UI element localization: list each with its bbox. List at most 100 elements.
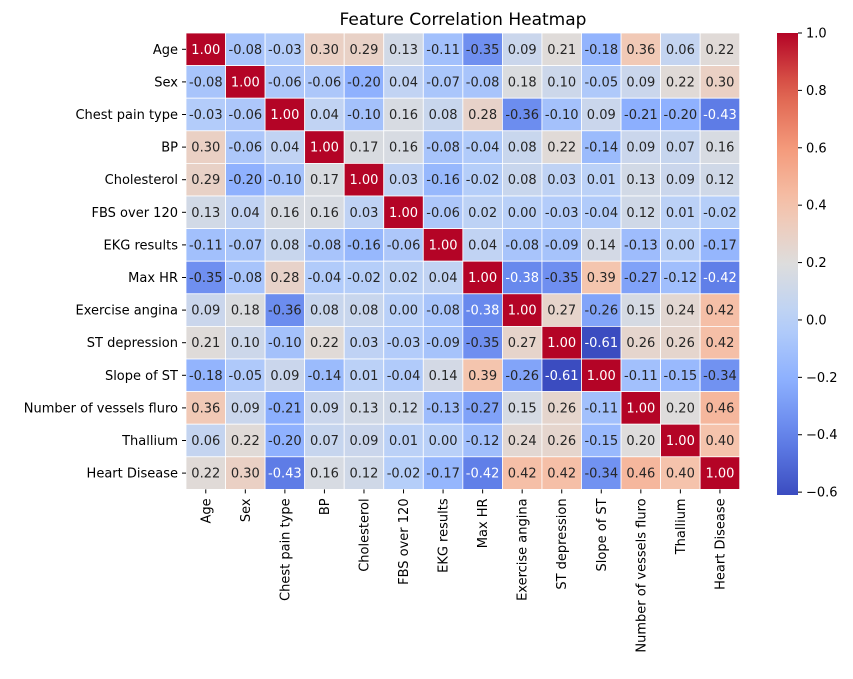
heatmap-value-label: -0.10 (268, 336, 302, 351)
heatmap-value-label: 0.17 (349, 141, 378, 156)
heatmap-cell (541, 423, 582, 458)
heatmap-cell (462, 162, 503, 197)
heatmap-value-label: 0.26 (547, 434, 576, 449)
heatmap-value-label: 0.13 (191, 206, 220, 221)
heatmap-value-label: 0.01 (389, 434, 418, 449)
heatmap-cell (620, 391, 661, 425)
heatmap-value-label: 0.12 (389, 401, 418, 416)
colorbar-tick-label: 0.0 (806, 313, 827, 328)
heatmap-value-label: -0.20 (347, 75, 381, 90)
heatmap-cell (343, 65, 385, 99)
heatmap-value-label: 0.40 (705, 434, 734, 449)
heatmap-value-label: -0.05 (584, 75, 618, 90)
heatmap-cell (660, 130, 701, 164)
heatmap-value-label: 0.00 (429, 434, 458, 449)
heatmap-value-label: -0.04 (308, 271, 342, 286)
heatmap-value-label: -0.08 (426, 141, 460, 156)
y-tick-label: Sex (154, 75, 178, 90)
heatmap-value-label: -0.02 (466, 173, 500, 188)
heatmap-value-label: -0.21 (268, 401, 302, 416)
heatmap-value-label: -0.34 (584, 467, 618, 482)
heatmap-cell (422, 260, 464, 295)
heatmap-cell (699, 358, 741, 392)
heatmap-value-label: 0.09 (626, 141, 655, 156)
heatmap-value-label: -0.17 (426, 467, 460, 482)
heatmap-cell (699, 195, 741, 229)
heatmap-cell (264, 228, 306, 262)
heatmap-value-label: 0.02 (389, 271, 418, 286)
heatmap-value-label: 1.00 (389, 206, 418, 221)
heatmap-cell (620, 260, 661, 295)
heatmap-cell (185, 391, 226, 425)
heatmap-value-label: 1.00 (587, 369, 616, 384)
heatmap-value-label: 0.16 (389, 108, 418, 123)
heatmap-value-label: -0.07 (229, 238, 263, 253)
heatmap-value-label: 0.30 (191, 141, 220, 156)
heatmap-value-label: 0.10 (547, 75, 576, 90)
heatmap-value-label: -0.13 (426, 401, 460, 416)
heatmap-value-label: 0.12 (626, 206, 655, 221)
heatmap-cell (699, 325, 741, 360)
heatmap-value-label: 0.03 (389, 173, 418, 188)
heatmap-value-label: 0.22 (666, 75, 695, 90)
heatmap-cell (699, 293, 741, 327)
y-tick-label: ST depression (87, 336, 178, 351)
heatmap-value-label: 0.30 (231, 467, 260, 482)
heatmap-value-label: 0.00 (666, 238, 695, 253)
x-tick-label: Heart Disease (713, 498, 728, 589)
heatmap-cell (304, 65, 345, 99)
x-tick-label: Cholesterol (357, 498, 372, 571)
heatmap-cell (501, 358, 543, 392)
heatmap-value-label: 0.03 (349, 336, 378, 351)
heatmap-value-label: 0.03 (349, 206, 378, 221)
heatmap-cell (660, 195, 701, 229)
heatmap-cell (581, 228, 622, 262)
heatmap-cell (343, 423, 385, 458)
heatmap-value-label: -0.43 (268, 467, 302, 482)
x-tick-label: Slope of ST (595, 498, 610, 571)
heatmap-value-label: -0.03 (268, 43, 302, 58)
heatmap-cell (699, 130, 741, 164)
heatmap-value-label: 0.06 (666, 43, 695, 58)
heatmap-cell (620, 325, 661, 360)
heatmap-cell (501, 325, 543, 360)
colorbar-tick-label: 0.2 (806, 256, 827, 271)
colorbar-tick-label: 0.4 (806, 199, 827, 214)
heatmap-value-label: 0.22 (705, 43, 734, 58)
heatmap-value-label: -0.06 (387, 238, 421, 253)
colorbar-tick-label: 0.6 (806, 141, 827, 156)
colorbar-tick-label: 1.0 (806, 27, 827, 42)
heatmap-value-label: 0.08 (310, 304, 339, 319)
heatmap-value-label: 0.14 (429, 369, 458, 384)
heatmap-value-label: 0.36 (626, 43, 655, 58)
heatmap-cell (264, 97, 306, 132)
heatmap-value-label: 1.00 (270, 108, 299, 123)
y-axis-tick-labels: Age Sex Chest pain type BP Cholesterol FBS ov… (24, 43, 186, 482)
heatmap-value-label: 1.00 (705, 467, 734, 482)
heatmap-value-label: 0.24 (666, 304, 695, 319)
heatmap-cell (699, 65, 741, 99)
heatmap-value-label: -0.14 (308, 369, 342, 384)
heatmap-value-label: 0.07 (666, 141, 695, 156)
heatmap-value-label: 1.00 (666, 434, 695, 449)
heatmap-value-label: -0.03 (189, 108, 223, 123)
y-tick-label: FBS over 120 (92, 206, 179, 221)
y-tick-label: Heart Disease (87, 467, 178, 482)
heatmap-cell (185, 293, 226, 327)
heatmap-cell (462, 391, 503, 425)
heatmap-value-label: -0.02 (703, 206, 737, 221)
heatmap-value-label: 1.00 (191, 43, 220, 58)
heatmap-value-label: -0.15 (664, 369, 698, 384)
heatmap-value-label: -0.35 (466, 336, 500, 351)
heatmap-value-label: 0.42 (508, 467, 537, 482)
heatmap-value-label: 0.39 (587, 271, 616, 286)
heatmap-value-label: -0.34 (703, 369, 737, 384)
heatmap-cell (304, 195, 345, 229)
heatmap-value-label: -0.06 (229, 141, 263, 156)
heatmap-value-label: 0.08 (429, 108, 458, 123)
heatmap-cell (304, 130, 345, 164)
heatmap-value-label: -0.14 (584, 141, 618, 156)
y-tick-label: Max HR (128, 271, 178, 286)
heatmap-value-label: -0.42 (703, 271, 737, 286)
heatmap-value-label: 0.42 (705, 336, 734, 351)
